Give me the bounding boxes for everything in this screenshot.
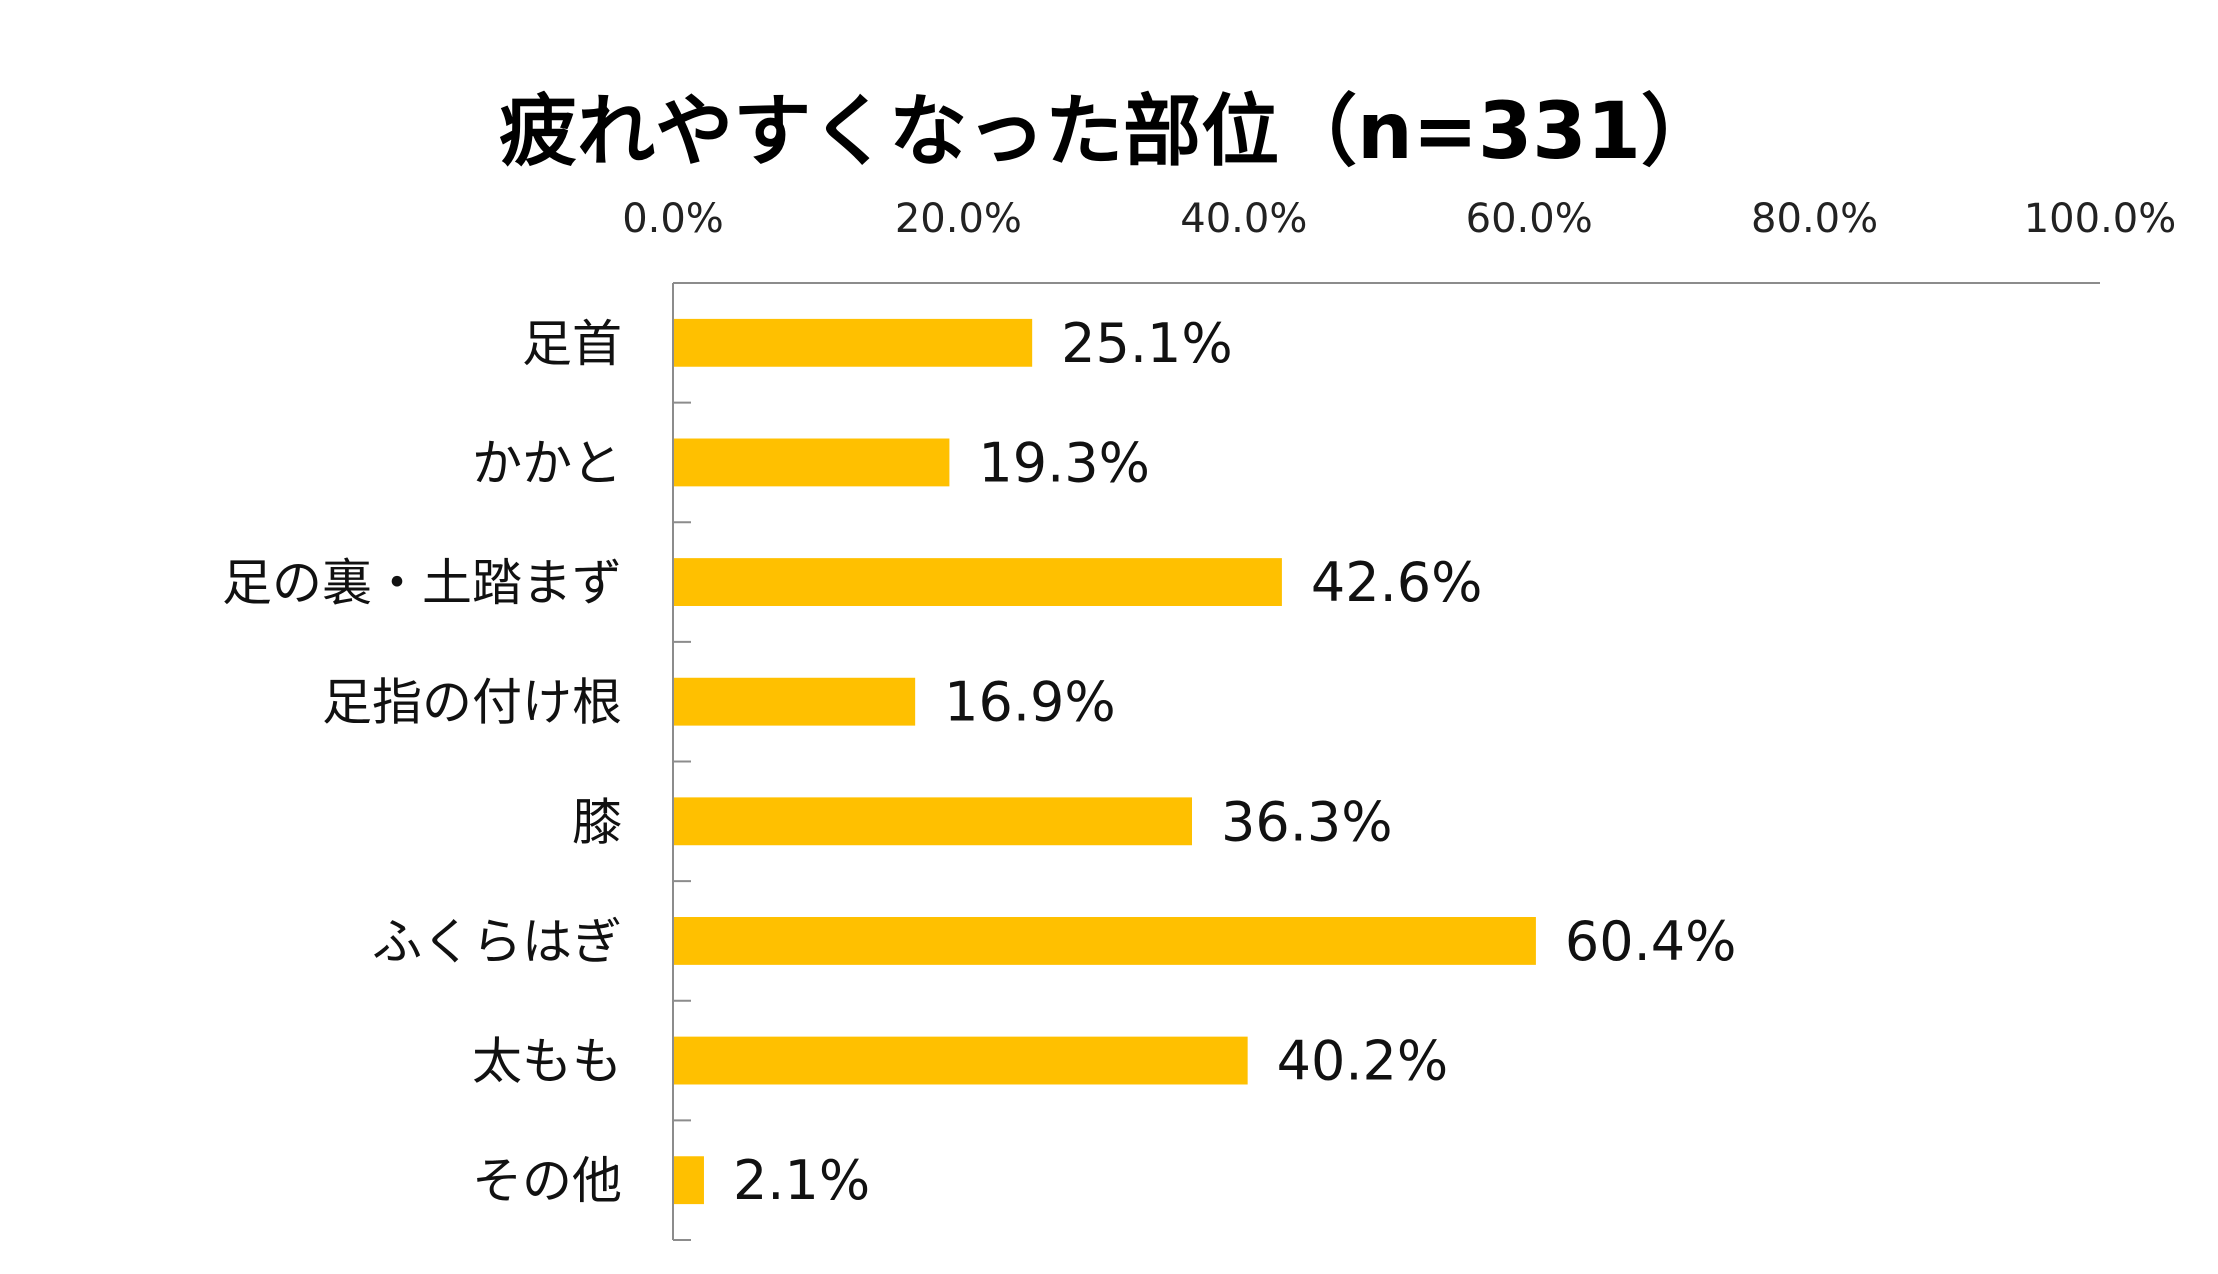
bars <box>674 318 1536 1205</box>
category-label: 太もも <box>472 1033 622 1091</box>
value-label: 42.6% <box>1311 551 1483 614</box>
category-label: 足指の付け根 <box>322 674 622 732</box>
bar <box>674 677 916 726</box>
x-tick-label: 100.0% <box>2024 196 2177 242</box>
bar <box>674 558 1282 606</box>
category-label: 足の裏・土踏まず <box>222 554 622 612</box>
x-tick-label: 60.0% <box>1466 196 1593 242</box>
bar <box>674 917 1536 965</box>
value-label: 25.1% <box>1061 312 1233 375</box>
category-label: かかと <box>472 434 622 492</box>
value-label: 19.3% <box>978 431 1150 494</box>
x-tick-label: 20.0% <box>895 196 1022 242</box>
x-tick-label: 0.0% <box>622 196 724 242</box>
bar <box>674 318 1033 367</box>
chart-title: 疲れやすくなった部位（n=331） <box>499 87 1719 177</box>
bar <box>674 797 1193 846</box>
category-label: その他 <box>472 1152 622 1210</box>
value-label: 40.2% <box>1277 1030 1449 1093</box>
x-tick-label: 80.0% <box>1751 196 1878 242</box>
value-label: 16.9% <box>944 671 1116 734</box>
x-tick-label: 40.0% <box>1180 196 1307 242</box>
category-label: ふくらはぎ <box>372 913 622 971</box>
value-label: 60.4% <box>1565 910 1737 973</box>
category-label: 膝 <box>572 793 622 851</box>
axes <box>672 282 2100 1240</box>
category-label: 足首 <box>522 315 622 373</box>
x-axis-ticks: 0.0% 20.0% 40.0% 60.0% 80.0% 100.0% <box>622 196 2176 242</box>
bar <box>674 1156 704 1205</box>
value-label: 36.3% <box>1221 790 1393 853</box>
value-label: 2.1% <box>733 1149 870 1212</box>
bar <box>674 1036 1248 1085</box>
value-labels: 25.1% 19.3% 42.6% 16.9% 36.3% 60.4% 40.2% 2.1% <box>733 312 1736 1212</box>
bar <box>674 438 950 487</box>
y-axis-ticks <box>673 401 691 1241</box>
